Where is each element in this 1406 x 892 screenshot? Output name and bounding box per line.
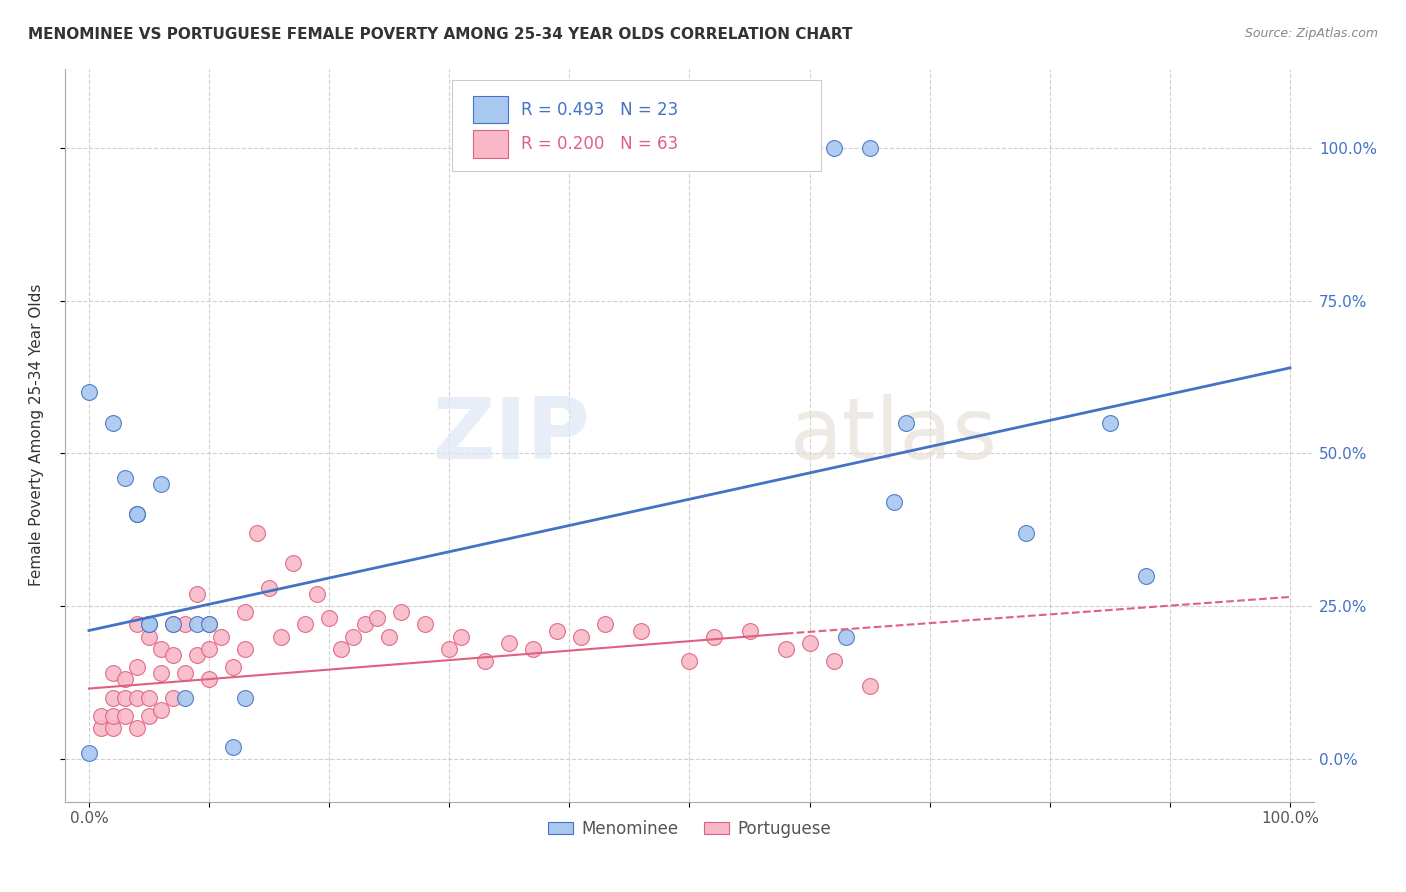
Y-axis label: Female Poverty Among 25-34 Year Olds: Female Poverty Among 25-34 Year Olds bbox=[30, 284, 44, 586]
Point bbox=[413, 617, 436, 632]
Point bbox=[162, 648, 184, 662]
Point bbox=[246, 525, 269, 540]
Point bbox=[174, 690, 197, 705]
Point bbox=[90, 709, 112, 723]
Point bbox=[149, 666, 172, 681]
Point bbox=[1015, 525, 1038, 540]
Point bbox=[149, 477, 172, 491]
Point bbox=[125, 721, 148, 735]
Legend: Menominee, Portuguese: Menominee, Portuguese bbox=[541, 814, 838, 845]
Point bbox=[1135, 568, 1157, 582]
Point bbox=[859, 141, 882, 155]
Point bbox=[270, 630, 292, 644]
Point bbox=[450, 630, 472, 644]
Point bbox=[125, 508, 148, 522]
Bar bbox=[474, 95, 509, 123]
Point bbox=[366, 611, 388, 625]
Text: atlas: atlas bbox=[789, 393, 997, 476]
Point bbox=[198, 641, 221, 656]
Point bbox=[174, 666, 197, 681]
Point bbox=[138, 690, 160, 705]
Point bbox=[330, 641, 353, 656]
Point bbox=[799, 636, 821, 650]
Point bbox=[186, 587, 208, 601]
Point bbox=[389, 605, 412, 619]
Point bbox=[138, 709, 160, 723]
Point bbox=[307, 587, 329, 601]
Point bbox=[775, 641, 797, 656]
Point bbox=[571, 630, 593, 644]
Point bbox=[101, 416, 124, 430]
Point bbox=[198, 673, 221, 687]
Text: ZIP: ZIP bbox=[432, 393, 589, 476]
Point bbox=[101, 690, 124, 705]
Bar bbox=[474, 130, 509, 158]
Point bbox=[77, 385, 100, 400]
Point bbox=[162, 690, 184, 705]
Point bbox=[149, 703, 172, 717]
Point bbox=[630, 624, 652, 638]
Point bbox=[233, 641, 256, 656]
Point bbox=[125, 660, 148, 674]
Point bbox=[233, 605, 256, 619]
Point bbox=[474, 654, 496, 668]
Point bbox=[318, 611, 340, 625]
Point bbox=[186, 648, 208, 662]
Point bbox=[209, 630, 232, 644]
Point bbox=[1098, 416, 1121, 430]
Point bbox=[883, 495, 905, 509]
Point bbox=[439, 641, 461, 656]
Point bbox=[233, 690, 256, 705]
Point bbox=[149, 641, 172, 656]
Point bbox=[174, 617, 197, 632]
Point bbox=[198, 617, 221, 632]
Point bbox=[114, 471, 136, 485]
Point bbox=[522, 641, 544, 656]
Point bbox=[138, 617, 160, 632]
Point bbox=[114, 690, 136, 705]
Point bbox=[138, 617, 160, 632]
FancyBboxPatch shape bbox=[453, 79, 821, 171]
Text: Source: ZipAtlas.com: Source: ZipAtlas.com bbox=[1244, 27, 1378, 40]
Point bbox=[498, 636, 520, 650]
Point bbox=[257, 581, 280, 595]
Point bbox=[546, 624, 568, 638]
Point bbox=[186, 617, 208, 632]
Point bbox=[101, 721, 124, 735]
Point bbox=[114, 709, 136, 723]
Point bbox=[738, 624, 761, 638]
Point bbox=[294, 617, 316, 632]
Point bbox=[702, 630, 724, 644]
Point bbox=[222, 660, 245, 674]
Point bbox=[101, 709, 124, 723]
Point bbox=[281, 557, 304, 571]
Point bbox=[125, 690, 148, 705]
Point bbox=[354, 617, 377, 632]
Point bbox=[595, 617, 617, 632]
Point bbox=[162, 617, 184, 632]
Point bbox=[101, 666, 124, 681]
Point bbox=[125, 508, 148, 522]
Text: R = 0.493   N = 23: R = 0.493 N = 23 bbox=[520, 101, 678, 119]
Point bbox=[138, 630, 160, 644]
Point bbox=[894, 416, 917, 430]
Point bbox=[90, 721, 112, 735]
Point bbox=[114, 673, 136, 687]
Point bbox=[678, 654, 700, 668]
Point bbox=[222, 739, 245, 754]
Point bbox=[198, 617, 221, 632]
Point bbox=[823, 141, 845, 155]
Point bbox=[77, 746, 100, 760]
Point bbox=[342, 630, 364, 644]
Point bbox=[125, 617, 148, 632]
Point bbox=[162, 617, 184, 632]
Text: R = 0.200   N = 63: R = 0.200 N = 63 bbox=[520, 135, 678, 153]
Point bbox=[378, 630, 401, 644]
Point bbox=[823, 654, 845, 668]
Text: MENOMINEE VS PORTUGUESE FEMALE POVERTY AMONG 25-34 YEAR OLDS CORRELATION CHART: MENOMINEE VS PORTUGUESE FEMALE POVERTY A… bbox=[28, 27, 852, 42]
Point bbox=[834, 630, 856, 644]
Point bbox=[859, 679, 882, 693]
